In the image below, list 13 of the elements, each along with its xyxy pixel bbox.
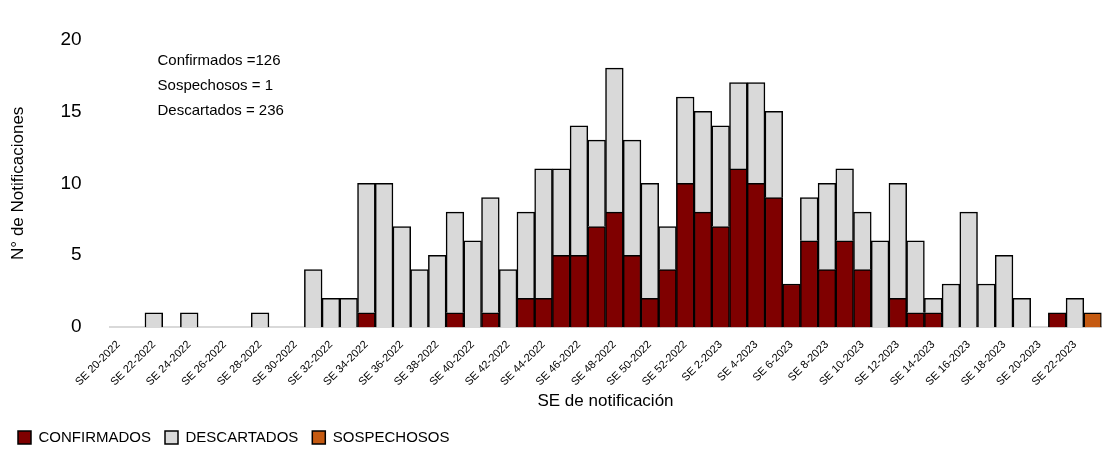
y-axis-title: N° de Notificaciones: [7, 106, 27, 260]
annotation: Confirmados =126: [157, 51, 281, 69]
legend-label: SOSPECHOSOS: [332, 427, 450, 445]
legend-label: DESCARTADOS: [185, 427, 299, 445]
y-tick-label: 5: [70, 243, 82, 265]
annotation: Sospechosos = 1: [157, 76, 274, 94]
legend-label: CONFIRMADOS: [38, 427, 151, 445]
x-axis-title: SE de notificación: [537, 391, 674, 411]
y-tick-label: 20: [60, 27, 82, 49]
y-tick-label: 15: [60, 99, 82, 121]
annotation: Descartados = 236: [157, 101, 284, 119]
y-tick-label: 10: [60, 171, 82, 193]
y-tick-label: 0: [70, 315, 82, 337]
